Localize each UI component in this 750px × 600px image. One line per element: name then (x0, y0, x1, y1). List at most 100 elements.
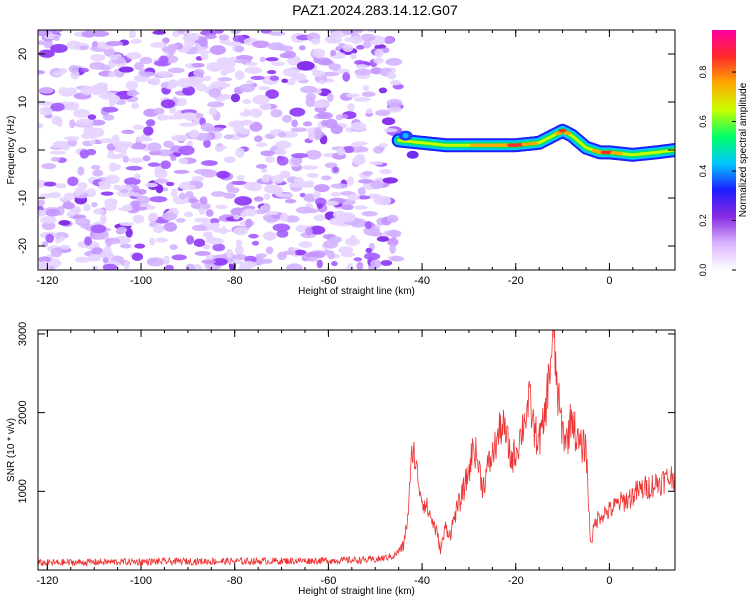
noise-blob (120, 189, 129, 194)
noise-blob (239, 260, 257, 269)
figure-title: PAZ1.2024.283.14.12.G07 (292, 2, 458, 18)
noise-blob (357, 187, 366, 196)
noise-blob (268, 31, 286, 36)
noise-blob (123, 260, 130, 270)
noise-blob (102, 263, 118, 270)
noise-blob (234, 245, 244, 256)
noise-blob (43, 181, 57, 187)
noise-blob (83, 203, 91, 212)
snr-x-tick-label: -40 (414, 575, 430, 587)
noise-blob (38, 70, 46, 75)
noise-blob (142, 155, 151, 162)
spectrogram-x-tick-label: -80 (227, 275, 243, 287)
noise-blob (149, 77, 161, 86)
noise-blob (156, 149, 174, 157)
noise-blob (373, 195, 384, 205)
noise-blob (191, 62, 205, 68)
noise-blob (112, 141, 131, 148)
noise-blob (146, 257, 165, 267)
noise-blob (189, 129, 200, 139)
noise-blob (230, 180, 248, 185)
noise-blob (75, 256, 91, 263)
noise-blob (104, 202, 117, 212)
noise-blob (276, 229, 289, 238)
noise-blob (41, 221, 56, 231)
noise-blob (80, 68, 90, 73)
noise-blob (103, 48, 116, 57)
noise-blob (67, 176, 79, 187)
noise-blob (116, 226, 128, 234)
noise-blob (374, 48, 384, 58)
noise-blob (50, 43, 68, 53)
noise-blob (179, 192, 186, 200)
noise-blob (168, 67, 185, 74)
noise-blob (305, 227, 313, 236)
noise-blob (327, 250, 335, 260)
noise-blob (320, 175, 332, 181)
noise-blob (150, 42, 168, 48)
noise-blob (91, 83, 107, 93)
noise-blob (266, 69, 277, 75)
noise-blob (108, 98, 115, 108)
noise-blob (38, 40, 45, 46)
noise-blob (125, 80, 139, 90)
noise-blob (205, 209, 214, 217)
noise-blob (310, 100, 329, 109)
noise-blob (238, 83, 255, 93)
noise-blob (196, 83, 207, 92)
colorbar-tick-label: 0.6 (698, 115, 708, 128)
signal-hotspot (563, 131, 572, 135)
noise-blob (185, 32, 200, 38)
snr-x-tick-label: -100 (130, 575, 152, 587)
noise-blob (314, 106, 327, 113)
noise-blob (134, 173, 141, 180)
noise-blob (352, 141, 368, 146)
noise-blob (342, 30, 358, 35)
noise-blob (291, 119, 298, 128)
noise-blob (324, 118, 338, 129)
noise-blob (255, 142, 268, 148)
noise-blob (367, 30, 375, 33)
noise-blob (236, 174, 245, 182)
noise-blob (355, 64, 369, 69)
noise-blob (369, 231, 384, 237)
noise-blob (163, 222, 178, 232)
noise-blob (362, 171, 374, 176)
noise-blob (203, 75, 212, 82)
noise-blob (279, 212, 289, 222)
noise-blob (156, 114, 169, 121)
noise-blob (99, 138, 115, 144)
noise-blob (354, 59, 365, 65)
noise-blob (295, 224, 308, 233)
noise-blob (260, 168, 268, 173)
noise-blob (125, 165, 143, 171)
noise-blob (105, 237, 113, 247)
noise-blob (120, 243, 132, 249)
noise-blob (136, 195, 151, 204)
noise-blob (63, 192, 75, 201)
noise-blob (204, 126, 216, 133)
noise-blob (316, 203, 323, 209)
noise-blob (137, 188, 147, 195)
noise-blob (358, 179, 374, 184)
noise-blob (212, 243, 226, 252)
noise-blob (312, 48, 326, 59)
noise-blob (233, 254, 248, 261)
noise-blob (79, 45, 89, 51)
noise-blob (182, 85, 196, 96)
noise-blob (216, 170, 230, 179)
noise-blob (128, 30, 137, 39)
noise-blob (100, 191, 114, 196)
noise-blob (145, 119, 156, 127)
snr-x-tick-label: -80 (227, 575, 243, 587)
spectrogram-y-tick-label: 0 (17, 147, 29, 153)
noise-blob (322, 71, 340, 77)
noise-blob (170, 188, 178, 198)
noise-blob (275, 140, 292, 149)
noise-blob (87, 114, 97, 121)
noise-blob (361, 210, 378, 217)
noise-blob (77, 186, 86, 195)
noise-blob (107, 150, 115, 157)
noise-blob (323, 239, 339, 249)
noise-blob (378, 143, 389, 148)
